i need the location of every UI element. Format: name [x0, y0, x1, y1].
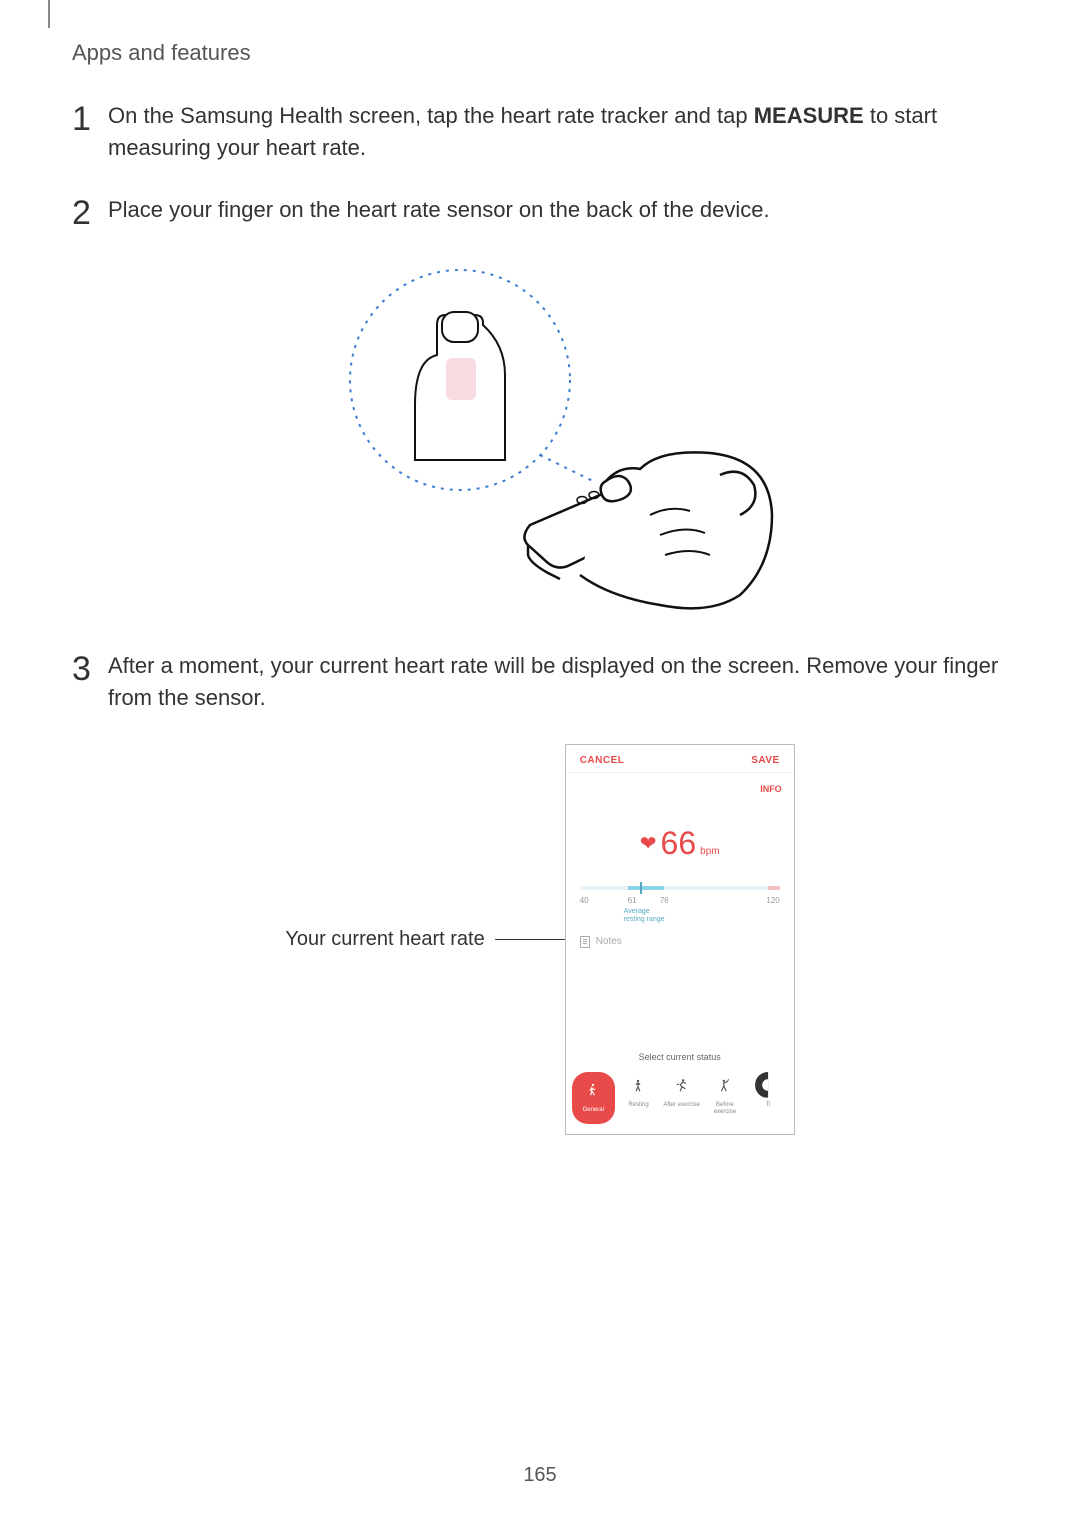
scale-avg-label: Average resting range	[624, 908, 665, 925]
status-item-label: Before exercise	[705, 1102, 744, 1116]
step-text-pre: After a moment, your current heart rate …	[108, 653, 998, 710]
step-number: 3	[72, 650, 108, 686]
avg-line1: Average	[624, 908, 665, 916]
scale-min: 40	[580, 896, 589, 905]
status-item-general[interactable]: General	[572, 1072, 615, 1124]
step-number: 2	[72, 194, 108, 230]
heart-rate-callout-row: Your current heart rate CANCEL SAVE INFO…	[72, 744, 1008, 1135]
heart-rate-display: ❤ 66 bpm	[566, 797, 794, 886]
step-text: After a moment, your current heart rate …	[108, 650, 1008, 714]
notes-row[interactable]: Notes	[566, 928, 794, 956]
content: 1 On the Samsung Health screen, tap the …	[72, 100, 1008, 1135]
scale-marker	[640, 882, 642, 894]
avg-line2: resting range	[624, 916, 665, 924]
status-row: General Resting After exercise Before exerc…	[566, 1068, 794, 1134]
cancel-button[interactable]: CANCEL	[580, 755, 625, 766]
step-1: 1 On the Samsung Health screen, tap the …	[72, 100, 1008, 164]
walk-icon	[580, 1076, 606, 1102]
save-button[interactable]: SAVE	[751, 755, 780, 766]
stand-icon	[625, 1072, 651, 1098]
page-header: Apps and features	[72, 40, 251, 66]
notes-icon	[580, 936, 590, 948]
status-item-label: Resting	[628, 1102, 648, 1116]
scale-max: 120	[766, 896, 779, 905]
scale-numbers: 40 61 76 120 Average resting range	[580, 896, 780, 920]
run-icon	[669, 1072, 695, 1098]
stretch-icon	[712, 1072, 738, 1098]
status-item-after-exercise[interactable]: After exercise	[662, 1072, 701, 1116]
scale-r2: 76	[660, 896, 669, 905]
heart-icon: ❤	[640, 831, 657, 856]
status-item-label: After exercise	[663, 1102, 700, 1116]
callout-label: Your current heart rate	[285, 928, 484, 951]
mock-spacer	[566, 956, 794, 1046]
status-item-before-exercise[interactable]: Before exercise	[705, 1072, 744, 1116]
page-number: 165	[0, 1464, 1080, 1487]
more-icon	[755, 1072, 781, 1098]
callout-line	[495, 939, 565, 940]
status-item-label: General	[581, 1106, 606, 1120]
heart-rate-screen-mock: CANCEL SAVE INFO ❤ 66 bpm 40 61 76 120	[565, 744, 795, 1135]
step-text-bold: MEASURE	[754, 103, 864, 128]
step-text-pre: On the Samsung Health screen, tap the he…	[108, 103, 754, 128]
scale-r1: 61	[628, 896, 637, 905]
step-text: Place your finger on the heart rate sens…	[108, 194, 1008, 226]
step-3: 3 After a moment, your current heart rat…	[72, 650, 1008, 714]
status-item-label: Ti	[766, 1102, 771, 1116]
mock-topbar: CANCEL SAVE	[566, 745, 794, 773]
status-section-label: Select current status	[566, 1046, 794, 1068]
status-item-resting[interactable]: Resting	[619, 1072, 658, 1116]
info-button[interactable]: INFO	[760, 784, 782, 794]
step-2: 2 Place your finger on the heart rate se…	[72, 194, 1008, 230]
scale-bar	[580, 886, 780, 890]
step-text-pre: Place your finger on the heart rate sens…	[108, 197, 770, 222]
heart-rate-scale: 40 61 76 120 Average resting range	[566, 886, 794, 928]
mock-info-row: INFO	[566, 773, 794, 797]
step-text: On the Samsung Health screen, tap the he…	[108, 100, 1008, 164]
step-number: 1	[72, 100, 108, 136]
status-item-ti[interactable]: Ti	[749, 1072, 788, 1116]
heart-rate-value: 66	[661, 825, 697, 862]
heart-rate-unit: bpm	[700, 846, 719, 857]
finger-sensor-illustration	[72, 260, 1008, 620]
header-tab-mark	[48, 0, 52, 28]
notes-label: Notes	[596, 936, 622, 947]
